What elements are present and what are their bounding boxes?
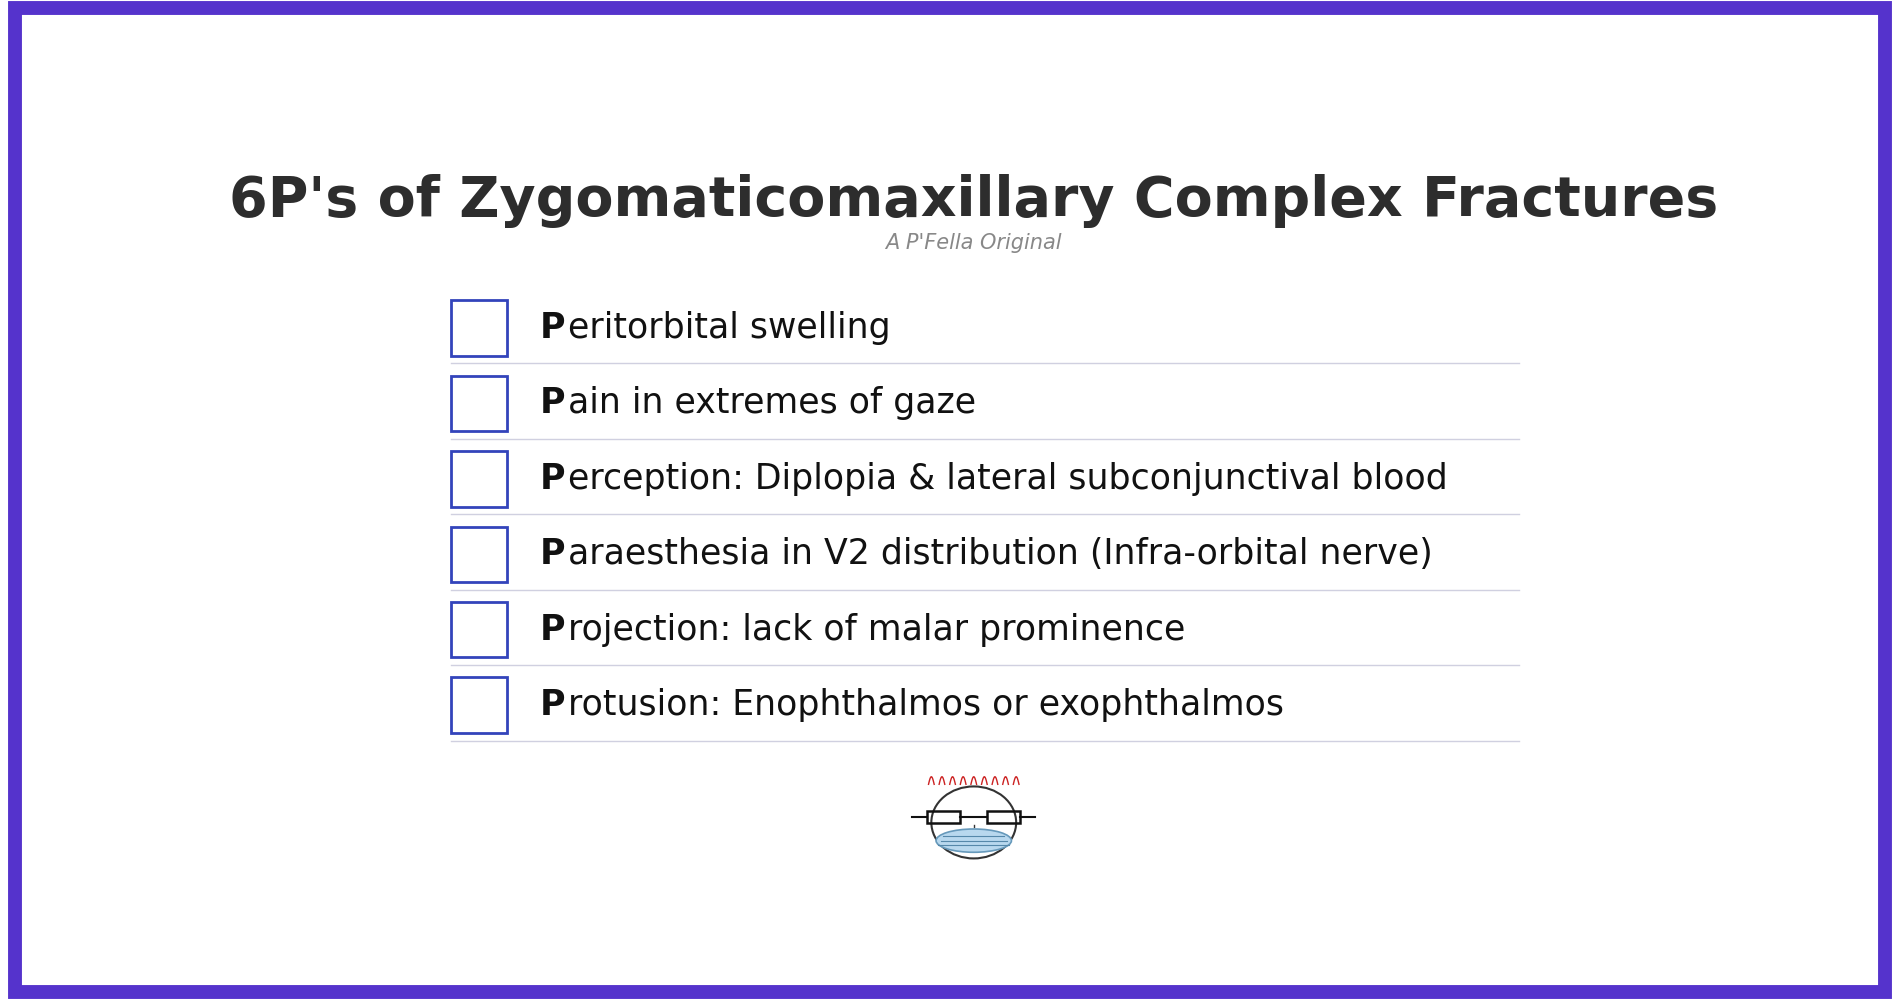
Text: P: P: [540, 386, 564, 420]
Bar: [450, 451, 507, 507]
Text: A P'Fella Original: A P'Fella Original: [885, 233, 1062, 253]
Bar: [986, 811, 1020, 823]
Bar: [450, 300, 507, 356]
Text: P: P: [540, 311, 564, 345]
Text: 6P's of Zygomaticomaxillary Complex Fractures: 6P's of Zygomaticomaxillary Complex Frac…: [230, 174, 1718, 228]
Text: P: P: [540, 688, 564, 722]
Text: rojection: lack of malar prominence: rojection: lack of malar prominence: [568, 613, 1186, 647]
Text: araesthesia in V2 distribution (Infra-orbital nerve): araesthesia in V2 distribution (Infra-or…: [568, 537, 1433, 571]
Text: erception: Diplopia & lateral subconjunctival blood: erception: Diplopia & lateral subconjunc…: [568, 462, 1448, 496]
Bar: [450, 602, 507, 657]
Text: eritorbital swelling: eritorbital swelling: [568, 311, 891, 345]
Bar: [450, 527, 507, 582]
Text: rotusion: Enophthalmos or exophthalmos: rotusion: Enophthalmos or exophthalmos: [568, 688, 1284, 722]
Bar: [450, 677, 507, 733]
Text: ain in extremes of gaze: ain in extremes of gaze: [568, 386, 977, 420]
Ellipse shape: [937, 829, 1011, 852]
Text: P: P: [540, 537, 564, 571]
Bar: [450, 376, 507, 431]
Bar: [927, 811, 960, 823]
Text: P: P: [540, 613, 564, 647]
Text: P: P: [540, 462, 564, 496]
